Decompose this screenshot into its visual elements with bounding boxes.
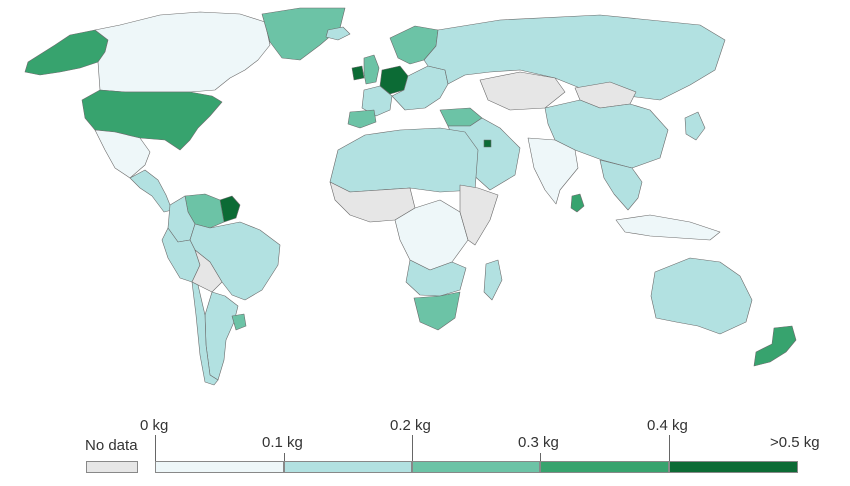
region-france [361,85,393,117]
region-indonesia [615,214,721,241]
region-alaska [24,29,109,76]
legend-label-0: 0 kg [140,417,169,434]
region-uruguay [231,313,247,331]
region-united-kingdom [363,54,380,85]
region-new-zealand [753,325,797,367]
region-central-america [129,169,173,213]
region-ireland [351,65,365,81]
legend-no-data-swatch [86,461,138,473]
region-mexico [94,129,151,179]
legend-label-4: 0.4 kg [647,417,688,434]
legend: No data 0 kg 0.1 kg 0.2 kg 0.3 kg 0.4 kg… [0,405,850,486]
region-russia [423,14,726,101]
legend-tick-2 [412,435,413,473]
region-india [527,137,579,205]
region-madagascar [483,259,503,301]
legend-label-5: >0.5 kg [770,434,820,451]
region-spain [347,109,377,129]
legend-no-data-label: No data [85,437,138,454]
legend-bin-0 [155,461,284,473]
region-greenland [261,7,346,61]
region-chile [191,281,219,386]
legend-tick-0 [155,435,156,473]
legend-label-3: 0.3 kg [518,434,559,451]
legend-label-2: 0.2 kg [390,417,431,434]
region-sri-lanka [570,193,585,213]
legend-bin-2 [412,461,540,473]
legend-bin-1 [284,461,412,473]
region-japan [684,111,706,141]
map-regions [24,7,797,386]
region-kuwait [483,139,492,148]
region-australia [650,257,753,335]
legend-label-1: 0.1 kg [262,434,303,451]
region-southeast-asia [599,159,643,211]
region-kazakhstan [479,71,566,111]
world-map [24,7,797,386]
legend-bin-4 [669,461,798,473]
region-iceland [325,26,351,41]
region-east-africa [459,184,499,246]
region-bolivia [191,249,223,293]
legend-bin-3 [540,461,669,473]
region-north-africa [329,127,479,193]
region-canada [94,11,271,93]
region-central-africa [394,199,469,271]
legend-tick-4 [669,435,670,473]
region-south-africa [413,291,461,331]
region-argentina [204,291,239,381]
region-southern-africa [405,259,467,297]
